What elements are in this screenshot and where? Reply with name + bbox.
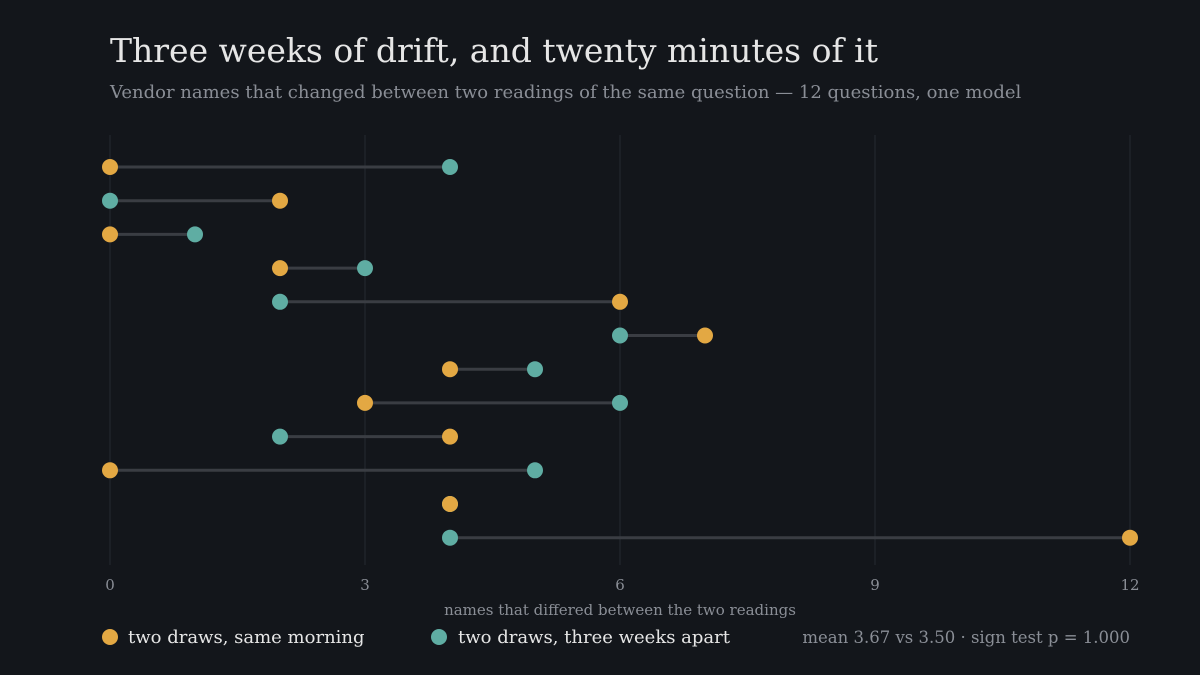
legend-marker-same-morning	[102, 629, 118, 645]
point-same-morning-row-1	[102, 159, 118, 175]
legend-marker-three-weeks	[431, 629, 447, 645]
legend-label-same-morning: two draws, same morning	[128, 627, 365, 648]
connector-layer	[110, 165, 1130, 540]
x-axis-ticks: 0 3 6 9 12	[105, 576, 1139, 594]
point-three-weeks-row-12	[442, 529, 458, 546]
point-same-morning-row-7	[442, 361, 458, 378]
point-layer	[102, 159, 1138, 546]
point-same-morning-row-2	[272, 192, 288, 209]
x-tick-label-9: 9	[870, 576, 880, 594]
point-same-morning-row-12	[1122, 529, 1138, 546]
x-tick-label-0: 0	[105, 576, 115, 594]
point-same-morning-row-10	[102, 462, 118, 479]
legend-label-three-weeks: two draws, three weeks apart	[458, 627, 731, 648]
x-tick-label-6: 6	[615, 576, 625, 594]
point-three-weeks-row-9	[272, 428, 288, 445]
point-same-morning-row-3	[102, 226, 118, 243]
point-same-morning-row-8	[357, 394, 373, 411]
chart-subtitle: Vendor names that changed between two re…	[109, 82, 1022, 103]
legend: two draws, same morning two draws, three…	[102, 627, 731, 648]
point-same-morning-row-11	[442, 496, 458, 512]
point-three-weeks-row-10	[527, 462, 543, 479]
point-three-weeks-row-8	[612, 394, 628, 411]
x-tick-label-12: 12	[1120, 576, 1139, 594]
x-axis-label: names that differed between the two read…	[444, 601, 796, 619]
point-three-weeks-row-1	[442, 159, 458, 175]
point-same-morning-row-4	[272, 260, 288, 277]
point-three-weeks-row-4	[357, 260, 373, 277]
grid-layer	[109, 135, 1131, 565]
point-three-weeks-row-7	[527, 361, 543, 378]
x-tick-label-3: 3	[360, 576, 370, 594]
point-three-weeks-row-3	[187, 226, 203, 243]
point-same-morning-row-6	[697, 327, 713, 344]
point-three-weeks-row-6	[612, 327, 628, 344]
point-same-morning-row-9	[442, 428, 458, 445]
point-three-weeks-row-5	[272, 293, 288, 310]
point-same-morning-row-5	[612, 293, 628, 310]
stat-annotation: mean 3.67 vs 3.50 · sign test p = 1.000	[802, 628, 1130, 647]
point-three-weeks-row-2	[102, 192, 118, 209]
chart-title: Three weeks of drift, and twenty minutes…	[110, 31, 878, 70]
